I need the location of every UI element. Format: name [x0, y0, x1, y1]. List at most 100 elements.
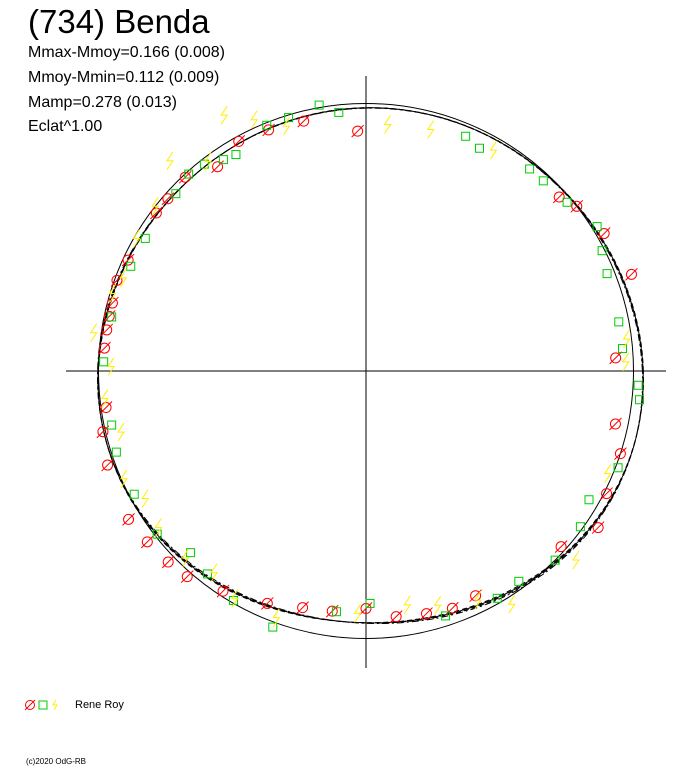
lightning-marker: [250, 110, 259, 130]
lightning-marker: [181, 548, 190, 568]
circle-marker: [123, 513, 135, 525]
lightning-marker: [119, 268, 128, 288]
lightning-marker: [141, 489, 150, 508]
lightning-marker: [572, 550, 580, 570]
circle-marker-slash: [389, 610, 403, 624]
square-marker: [184, 169, 194, 179]
legend-circle-slash: [24, 699, 36, 711]
circle-marker: [390, 611, 402, 623]
circle-marker-slash: [99, 401, 113, 414]
square-marker: [584, 495, 594, 505]
circle-marker: [179, 171, 191, 183]
circle-marker: [592, 522, 604, 534]
lightning-marker: [154, 518, 163, 537]
circle-marker-slash: [297, 114, 311, 128]
circle-marker-slash: [600, 487, 613, 500]
legend-markers: [24, 699, 58, 711]
legend-lightning-icon: [52, 699, 58, 711]
lightning-marker: [603, 464, 612, 483]
circle-marker-slash: [102, 310, 116, 323]
circle-marker: [470, 590, 482, 602]
circle-marker-slash: [420, 607, 433, 620]
circle-marker-slash: [96, 425, 110, 439]
circle-marker: [100, 402, 112, 414]
legend-square-icon: [38, 700, 48, 710]
fit-curve-2: [97, 107, 644, 624]
square-marker: [262, 120, 272, 130]
circle-marker-slash: [211, 160, 224, 174]
circle-marker-slash: [262, 123, 275, 137]
chart-title: (734) Benda: [28, 3, 210, 40]
lightning-marker: [204, 152, 212, 171]
circle-marker-slash: [359, 602, 373, 615]
circle-marker-slash: [216, 584, 230, 598]
square-marker: [218, 155, 228, 165]
copyright-credit: (c)2020 OdG-RB: [26, 757, 87, 766]
circle-marker-slash: [140, 535, 154, 549]
square-marker: [334, 107, 344, 117]
circle-marker-slash: [150, 206, 163, 220]
square-marker: [199, 159, 209, 169]
circle-marker: [263, 124, 275, 136]
circle-marker-slash: [609, 417, 622, 431]
square-marker: [99, 357, 109, 367]
square-marker: [126, 261, 136, 271]
lightning-marker: [119, 469, 128, 489]
circle-marker-slash: [554, 540, 568, 554]
circle-marker: [101, 324, 113, 336]
lightning-marker: [426, 120, 435, 139]
lightning-marker: [117, 422, 125, 442]
circle-marker: [601, 488, 613, 500]
legend-circle-icon: [25, 700, 35, 710]
circle-marker: [150, 207, 162, 219]
square-marker: [111, 447, 121, 457]
square-marker: [592, 222, 602, 232]
lightning-marker: [165, 151, 174, 171]
lightning-marker: [282, 116, 291, 136]
square-marker: [597, 246, 607, 256]
lightning-marker: [132, 229, 141, 248]
square-marker: [618, 344, 628, 354]
lightning-marker: [473, 590, 482, 610]
circle-marker-slash: [180, 570, 194, 584]
square-marker: [538, 176, 548, 186]
lightning-marker: [353, 604, 362, 623]
square-marker: [152, 529, 162, 539]
circle-marker-slash: [161, 555, 175, 569]
circle-marker-slash: [178, 170, 192, 184]
lightning-marker: [210, 563, 218, 582]
square-marker: [562, 197, 572, 207]
square-marker: [186, 548, 196, 558]
circle-marker-slash: [106, 296, 119, 310]
lightning-marker: [220, 105, 229, 125]
circle-marker-slash: [469, 589, 482, 603]
square-marker: [550, 555, 560, 565]
circle-marker: [297, 602, 309, 614]
circle-marker: [98, 342, 110, 354]
square-marker: [514, 576, 524, 586]
square-marker: [474, 143, 484, 153]
plot-axes: [66, 76, 666, 668]
square-marker: [107, 312, 117, 322]
circle-marker-slash: [232, 135, 246, 148]
circle-marker: [102, 459, 114, 471]
lightning-marker: [107, 357, 115, 376]
circle-marker: [555, 541, 567, 553]
circle-marker: [446, 602, 458, 614]
lightning-marker: [383, 115, 392, 134]
stat-mmoy-mmin: Mmoy-Mmin=0.112 (0.009): [28, 69, 220, 86]
square-marker: [633, 380, 643, 390]
square-marker: [140, 233, 150, 243]
circle-marker-slash: [614, 447, 627, 461]
circle-marker: [553, 191, 565, 203]
square-marker: [575, 522, 585, 532]
circle-marker: [181, 571, 193, 583]
circle-marker: [111, 274, 123, 286]
circle-marker: [217, 585, 229, 597]
circle-marker: [141, 536, 153, 548]
lightning-marker: [489, 140, 498, 160]
lightning-marker: [230, 589, 239, 608]
circle-marker-slash: [98, 341, 111, 355]
circle-marker: [162, 193, 174, 205]
